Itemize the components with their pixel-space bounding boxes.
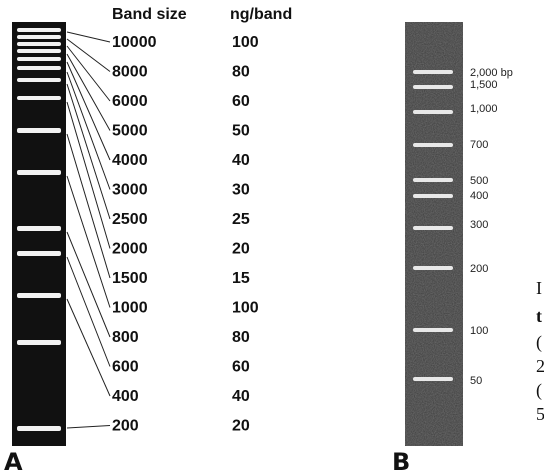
band-label: 500 [470, 175, 488, 187]
header-size: Band size [112, 6, 187, 23]
ng-per-band: 20 [232, 241, 250, 258]
ng-per-band: 20 [232, 418, 250, 435]
band-size: 1000 [112, 300, 148, 317]
cut-off-text: It (2 (5 [536, 278, 544, 424]
ng-per-band: 15 [232, 270, 250, 287]
leader-line [66, 175, 111, 308]
ng-per-band: 100 [232, 300, 259, 317]
leader-line [66, 83, 111, 220]
gel-band [413, 226, 453, 230]
ng-per-band: 25 [232, 211, 250, 228]
band-size: 4000 [112, 152, 148, 169]
leader-line [66, 101, 111, 249]
band-size: 2000 [112, 241, 148, 258]
band-label: 1,000 [470, 103, 498, 115]
band-label: 2,000 bp [470, 67, 513, 79]
ng-per-band: 40 [232, 152, 250, 169]
gel-band [17, 96, 61, 100]
ng-per-band: 60 [232, 93, 250, 110]
band-size: 2500 [112, 211, 148, 228]
gel-band [413, 328, 453, 332]
leader-line [66, 53, 111, 131]
gel-band [17, 35, 61, 39]
leader-line [66, 61, 111, 161]
gel-band [17, 293, 61, 298]
leader-line [66, 298, 111, 397]
ng-per-band: 30 [232, 182, 250, 199]
gel-band [17, 28, 61, 32]
gel-band [17, 57, 61, 61]
gel-band [17, 78, 61, 82]
band-size: 1500 [112, 270, 148, 287]
leader-line [66, 133, 111, 279]
ng-per-band: 80 [232, 64, 250, 81]
band-label: 1,500 [470, 79, 498, 91]
cut-char: ( [536, 332, 542, 353]
gel-band [17, 251, 61, 256]
gel-band [17, 128, 61, 133]
ng-per-band: 60 [232, 359, 250, 376]
gel-band [413, 178, 453, 182]
leader-line [66, 71, 111, 190]
band-label: 50 [470, 375, 482, 387]
band-size: 3000 [112, 182, 148, 199]
band-label: 700 [470, 139, 488, 151]
panel-label: B [392, 448, 410, 475]
gel-band [413, 110, 453, 114]
band-size: 200 [112, 418, 139, 435]
gel-band [413, 70, 453, 74]
band-size: 6000 [112, 93, 148, 110]
gel-band [413, 143, 453, 147]
band-size: 5000 [112, 123, 148, 140]
header-ng: ng/band [230, 6, 292, 23]
cut-char: I [536, 278, 542, 298]
leader-line [66, 45, 111, 102]
gel-a [12, 22, 66, 446]
leader-line [66, 425, 111, 429]
band-label: 200 [470, 263, 488, 275]
gel-b-labels: 2,000 bp1,500 1,000 700 500 400 300 200 100 50 [470, 67, 513, 387]
ng-per-band: 100 [232, 34, 259, 51]
gel-band [413, 194, 453, 198]
leader-lines [66, 31, 111, 429]
gel-band [17, 66, 61, 70]
band-size: 600 [112, 359, 139, 376]
cut-char: t [536, 306, 542, 326]
gel-band [17, 170, 61, 175]
gel-band [413, 377, 453, 381]
leader-line [66, 38, 111, 72]
cut-char: 5 [536, 404, 544, 424]
gel-b-noise [405, 22, 463, 446]
cut-char: 2 [536, 356, 544, 376]
gel-b-bands [413, 70, 453, 381]
gel-band [17, 49, 61, 53]
band-size: 400 [112, 388, 139, 405]
gel-band [17, 226, 61, 231]
band-table: 10000 100 8000 80 6000 60 5000 50 4000 40 3000 30 25… [112, 34, 259, 435]
band-size: 800 [112, 329, 139, 346]
ng-per-band: 40 [232, 388, 250, 405]
leader-line [66, 231, 111, 338]
gel-band [17, 340, 61, 345]
cut-char: ( [536, 380, 542, 401]
band-size: 10000 [112, 34, 157, 51]
gel-a-bands [17, 28, 61, 431]
band-size: 8000 [112, 64, 148, 81]
gel-band [17, 426, 61, 431]
gel-band [17, 42, 61, 46]
gel-band [413, 85, 453, 89]
leader-line [66, 256, 111, 367]
ng-per-band: 50 [232, 123, 250, 140]
panel-label: A [4, 448, 23, 475]
band-label: 100 [470, 325, 488, 337]
gel-band [413, 266, 453, 270]
band-label: 400 [470, 190, 488, 202]
band-label: 300 [470, 219, 488, 231]
ng-per-band: 80 [232, 329, 250, 346]
leader-line [66, 31, 111, 43]
